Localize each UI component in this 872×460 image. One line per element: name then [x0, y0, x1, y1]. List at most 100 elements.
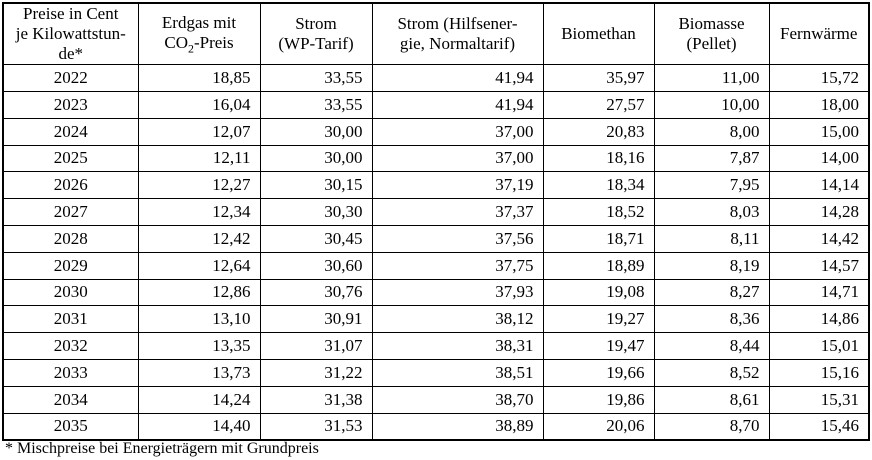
price-value-cell: 18,52 [542, 198, 655, 226]
price-value-cell: 14,86 [768, 305, 870, 334]
price-value-cell: 16,04 [137, 90, 261, 119]
price-value-cell: 14,24 [137, 385, 261, 414]
price-value-cell: 18,89 [542, 251, 655, 280]
header-row: Preise in Cent je Kilowattstun- de* Erdg… [2, 2, 870, 66]
price-value-cell: 30,00 [259, 144, 373, 173]
price-value-cell: 37,00 [371, 117, 544, 146]
price-value-cell: 14,40 [137, 412, 261, 441]
year-cell: 2024 [2, 117, 139, 146]
price-value-cell: 33,55 [259, 90, 373, 119]
price-value-cell: 15,16 [768, 358, 870, 387]
price-value-cell: 8,36 [653, 305, 770, 334]
price-value-cell: 18,16 [542, 144, 655, 173]
price-value-cell: 8,44 [653, 332, 770, 360]
price-value-cell: 8,03 [653, 198, 770, 226]
price-value-cell: 15,01 [768, 332, 870, 360]
table-row: 2025 12,11 30,00 37,00 18,16 7,87 14,00 [2, 144, 870, 173]
col-header-fernwaerme: Fernwärme [768, 2, 870, 66]
price-value-cell: 13,73 [137, 358, 261, 387]
price-value-cell: 38,70 [371, 385, 544, 414]
year-cell: 2032 [2, 332, 139, 360]
price-value-cell: 41,94 [371, 90, 544, 119]
year-cell: 2025 [2, 144, 139, 173]
price-value-cell: 19,66 [542, 358, 655, 387]
price-value-cell: 8,00 [653, 117, 770, 146]
price-value-cell: 38,51 [371, 358, 544, 387]
col-header-erdgas-line1: Erdgas mit [161, 12, 237, 32]
price-value-cell: 13,10 [137, 305, 261, 334]
price-value-cell: 30,91 [259, 305, 373, 334]
table-row: 2022 18,85 33,55 41,94 35,97 11,00 15,72 [2, 64, 870, 92]
col-header-erdgas-co2: Erdgas mit CO2-Preis [137, 2, 261, 66]
price-value-cell: 12,34 [137, 198, 261, 226]
price-value-cell: 18,34 [542, 171, 655, 200]
col-header-erdgas-subscript: 2 [188, 41, 194, 56]
price-value-cell: 31,22 [259, 358, 373, 387]
price-value-cell: 19,86 [542, 385, 655, 414]
price-value-cell: 37,93 [371, 278, 544, 307]
footnote: * Mischpreise bei Energieträgern mit Gru… [5, 440, 319, 457]
price-value-cell: 18,00 [768, 90, 870, 119]
price-value-cell: 14,71 [768, 278, 870, 307]
table-row: 2033 13,73 31,22 38,51 19,66 8,52 15,16 [2, 358, 870, 387]
price-value-cell: 13,35 [137, 332, 261, 360]
price-value-cell: 7,95 [653, 171, 770, 200]
price-value-cell: 12,07 [137, 117, 261, 146]
price-value-cell: 8,11 [653, 224, 770, 253]
price-value-cell: 20,06 [542, 412, 655, 441]
table-row: 2034 14,24 31,38 38,70 19,86 8,61 15,31 [2, 385, 870, 414]
price-value-cell: 12,27 [137, 171, 261, 200]
price-value-cell: 15,46 [768, 412, 870, 441]
price-value-cell: 27,57 [542, 90, 655, 119]
price-value-cell: 12,64 [137, 251, 261, 280]
col-header-strom-wp-tarif: Strom (WP-Tarif) [259, 2, 373, 66]
table-row: 2026 12,27 30,15 37,19 18,34 7,95 14,14 [2, 171, 870, 200]
price-value-cell: 38,12 [371, 305, 544, 334]
year-cell: 2034 [2, 385, 139, 414]
year-cell: 2028 [2, 224, 139, 253]
year-cell: 2023 [2, 90, 139, 119]
table-row: 2031 13,10 30,91 38,12 19,27 8,36 14,86 [2, 305, 870, 334]
price-value-cell: 30,15 [259, 171, 373, 200]
price-value-cell: 30,76 [259, 278, 373, 307]
table-row: 2029 12,64 30,60 37,75 18,89 8,19 14,57 [2, 251, 870, 280]
price-value-cell: 37,19 [371, 171, 544, 200]
col-header-erdgas-co: CO [164, 32, 188, 52]
table-row: 2023 16,04 33,55 41,94 27,57 10,00 18,00 [2, 90, 870, 119]
price-value-cell: 12,86 [137, 278, 261, 307]
year-cell: 2026 [2, 171, 139, 200]
price-value-cell: 14,14 [768, 171, 870, 200]
year-cell: 2033 [2, 358, 139, 387]
price-value-cell: 30,60 [259, 251, 373, 280]
col-header-biomasse-pellet: Biomasse (Pellet) [653, 2, 770, 66]
price-value-cell: 19,27 [542, 305, 655, 334]
table-row: 2024 12,07 30,00 37,00 20,83 8,00 15,00 [2, 117, 870, 146]
price-value-cell: 15,31 [768, 385, 870, 414]
year-cell: 2029 [2, 251, 139, 280]
price-value-cell: 18,71 [542, 224, 655, 253]
price-value-cell: 38,31 [371, 332, 544, 360]
price-value-cell: 12,11 [137, 144, 261, 173]
price-value-cell: 8,52 [653, 358, 770, 387]
price-value-cell: 31,53 [259, 412, 373, 441]
price-value-cell: 37,75 [371, 251, 544, 280]
table-row: 2032 13,35 31,07 38,31 19,47 8,44 15,01 [2, 332, 870, 360]
year-cell: 2027 [2, 198, 139, 226]
price-value-cell: 7,87 [653, 144, 770, 173]
corner-header-unit-label: Preise in Cent je Kilowattstun- de* [2, 2, 139, 66]
price-value-cell: 37,00 [371, 144, 544, 173]
price-value-cell: 37,56 [371, 224, 544, 253]
price-value-cell: 14,57 [768, 251, 870, 280]
price-value-cell: 15,72 [768, 64, 870, 92]
price-value-cell: 38,89 [371, 412, 544, 441]
price-value-cell: 19,47 [542, 332, 655, 360]
year-cell: 2022 [2, 64, 139, 92]
col-header-erdgas-rest: -Preis [193, 32, 234, 52]
price-value-cell: 31,07 [259, 332, 373, 360]
table-body: 2022 18,85 33,55 41,94 35,97 11,00 15,72 2023 16… [2, 64, 870, 441]
price-value-cell: 12,42 [137, 224, 261, 253]
price-value-cell: 30,00 [259, 117, 373, 146]
table-row: 2030 12,86 30,76 37,93 19,08 8,27 14,71 [2, 278, 870, 307]
price-value-cell: 8,27 [653, 278, 770, 307]
price-value-cell: 8,70 [653, 412, 770, 441]
